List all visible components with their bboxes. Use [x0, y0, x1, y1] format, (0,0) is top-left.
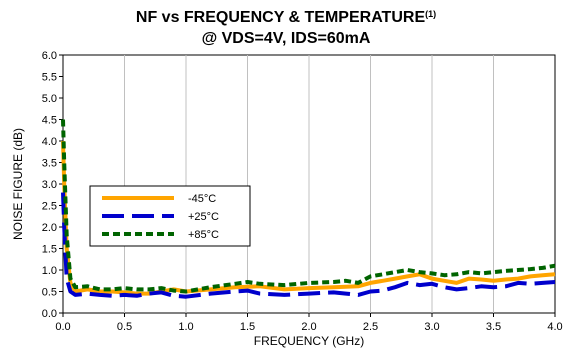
- legend-label: +25°C: [188, 211, 219, 223]
- x-axis-label: FREQUENCY (GHz): [254, 334, 364, 348]
- y-tick-label: 3.0: [42, 179, 57, 191]
- grid: [124, 55, 494, 313]
- y-tick-label: 3.5: [42, 158, 57, 170]
- y-tick-label: 0.0: [42, 308, 57, 320]
- series-group: [61, 119, 556, 299]
- chart-title-superscript: (1): [425, 9, 436, 19]
- x-tick-label: 2.0: [301, 321, 316, 333]
- x-tick-label: 0.5: [117, 321, 132, 333]
- x-tick-label: 0.0: [55, 321, 70, 333]
- y-tick-label: 2.5: [42, 201, 57, 213]
- x-tick-label: 4.0: [547, 321, 562, 333]
- y-tick-label: 5.0: [42, 93, 57, 105]
- x-tick-label: 2.5: [363, 321, 378, 333]
- legend: -45°C +25°C +85°C: [89, 185, 251, 247]
- series-line: [61, 140, 556, 296]
- y-tick-label: 2.0: [42, 222, 57, 234]
- y-tick-label: 5.5: [42, 72, 57, 84]
- y-axis-label: NOISE FIGURE (dB): [11, 128, 25, 240]
- series-line: [61, 119, 556, 294]
- y-tick-label: 0.5: [42, 287, 57, 299]
- y-tick-label: 4.0: [42, 136, 57, 148]
- x-tick-label: 3.5: [486, 321, 501, 333]
- legend-label: +85°C: [188, 229, 219, 241]
- axis-ticks: 0.0 0.5 1.0 1.5 2.0 2.5 3.0 3.5 4.0 0.0 0.5 1.0 1.5 2…: [42, 50, 563, 333]
- y-tick-label: 1.5: [42, 244, 57, 256]
- x-tick-label: 3.0: [424, 321, 439, 333]
- y-tick-label: 1.0: [42, 265, 57, 277]
- y-tick-label: 6.0: [42, 50, 57, 62]
- x-tick-label: 1.0: [178, 321, 193, 333]
- x-tick-label: 1.5: [240, 321, 255, 333]
- y-tick-label: 4.5: [42, 115, 57, 127]
- series-line: [61, 192, 556, 299]
- legend-label: -45°C: [188, 193, 216, 205]
- chart-subtitle: @ VDS=4V, IDS=60mA: [202, 30, 371, 47]
- chart-title: NF vs FREQUENCY & TEMPERATURE(1): [136, 9, 436, 26]
